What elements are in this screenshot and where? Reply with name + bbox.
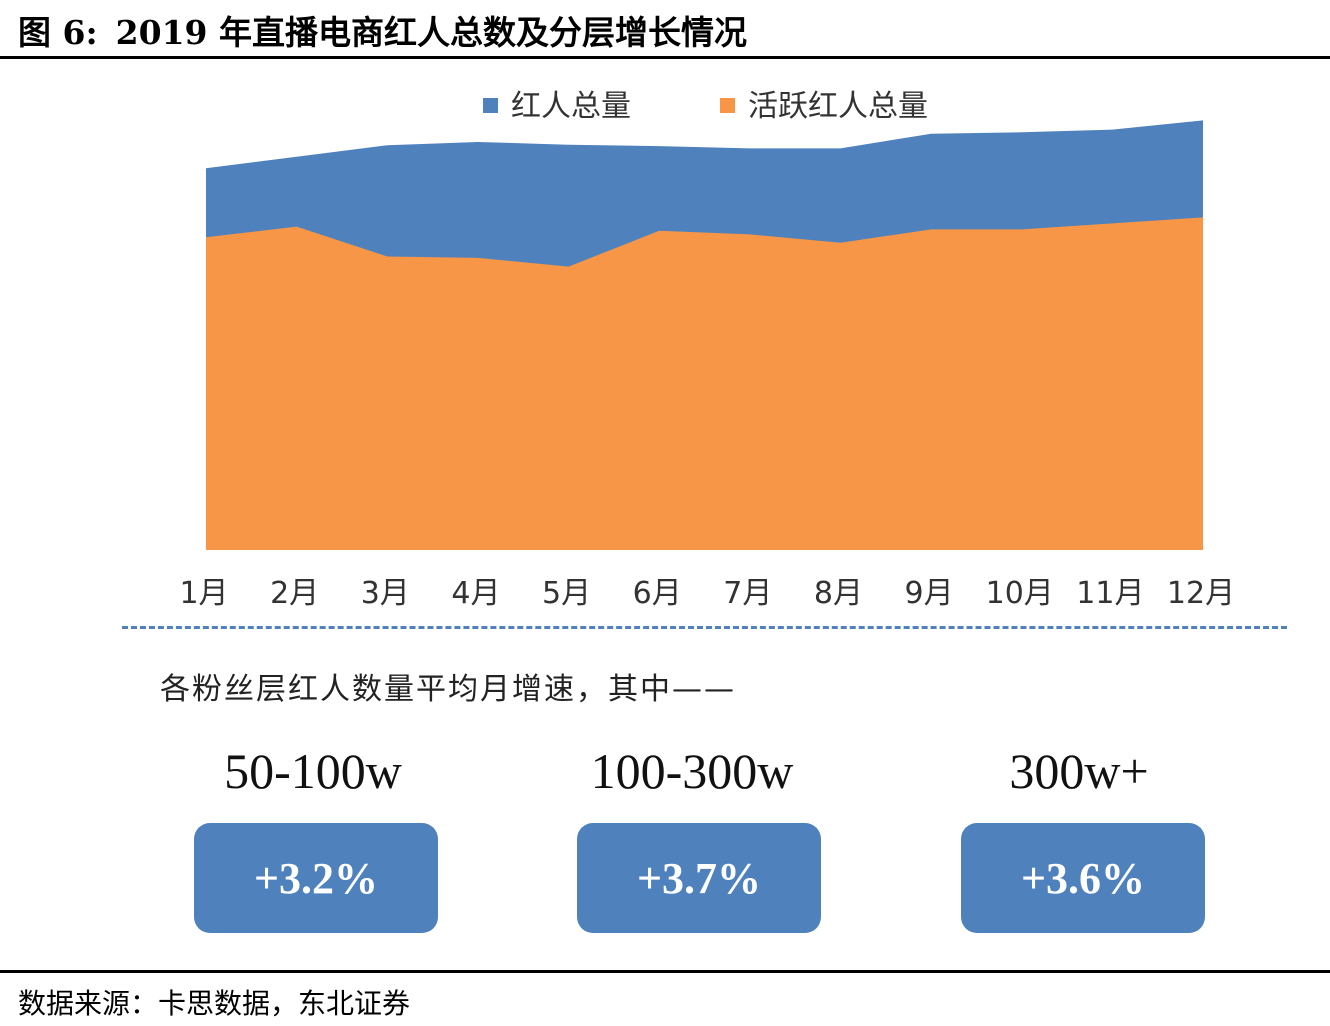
figure-label: 图 6: [18, 13, 98, 52]
tier-subtitle: 各粉丝层红人数量平均月增速，其中—— [160, 672, 736, 707]
legend-swatch-1 [483, 98, 498, 113]
x-tick-label: 6月 [633, 576, 682, 611]
x-tick-label: 7月 [723, 576, 772, 611]
x-tick-label: 12月 [1167, 576, 1235, 611]
tier-label-1: 50-100w [224, 743, 402, 799]
area-chart: 1月 2月 3月 4月 5月 6月 7月 8月 9月 10月 11月 12月 红人总量 活跃红人总量 [179, 89, 1235, 611]
x-tick-label: 11月 [1076, 576, 1144, 611]
tier-growth-box-1: +3.2% [194, 823, 438, 933]
x-tick-label: 8月 [814, 576, 863, 611]
x-tick-label: 9月 [905, 576, 954, 611]
legend-label-1: 红人总量 [511, 89, 631, 124]
dashed-divider [122, 626, 1287, 629]
figure-title: 图 6: 2019 年直播电商红人总数及分层增长情况 [18, 6, 747, 54]
tier-growth-box-2: +3.7% [577, 823, 821, 933]
bottom-rule [0, 970, 1330, 973]
tier-growth-box-3: +3.6% [961, 823, 1205, 933]
tier-growth-value-2: +3.7% [636, 853, 762, 903]
x-tick-label: 3月 [361, 576, 410, 611]
x-tick-label: 10月 [986, 576, 1054, 611]
legend-label-2: 活跃红人总量 [748, 89, 928, 124]
tier-label-2: 100-300w [590, 743, 794, 799]
tier-growth-value-3: +3.6% [1020, 853, 1146, 903]
top-rule [0, 56, 1330, 59]
figure-title-text: 2019 年直播电商红人总数及分层增长情况 [115, 13, 747, 52]
area-series-2 [206, 217, 1203, 550]
x-tick-label: 2月 [270, 576, 319, 611]
legend-swatch-2 [720, 98, 735, 113]
tier-growth-value-1: +3.2% [253, 853, 379, 903]
data-source: 数据来源：卡思数据，东北证券 [18, 987, 411, 1020]
x-tick-label: 4月 [451, 576, 500, 611]
x-tick-label: 1月 [179, 576, 228, 611]
x-tick-label: 5月 [542, 576, 591, 611]
tier-label-3: 300w+ [1009, 743, 1149, 799]
